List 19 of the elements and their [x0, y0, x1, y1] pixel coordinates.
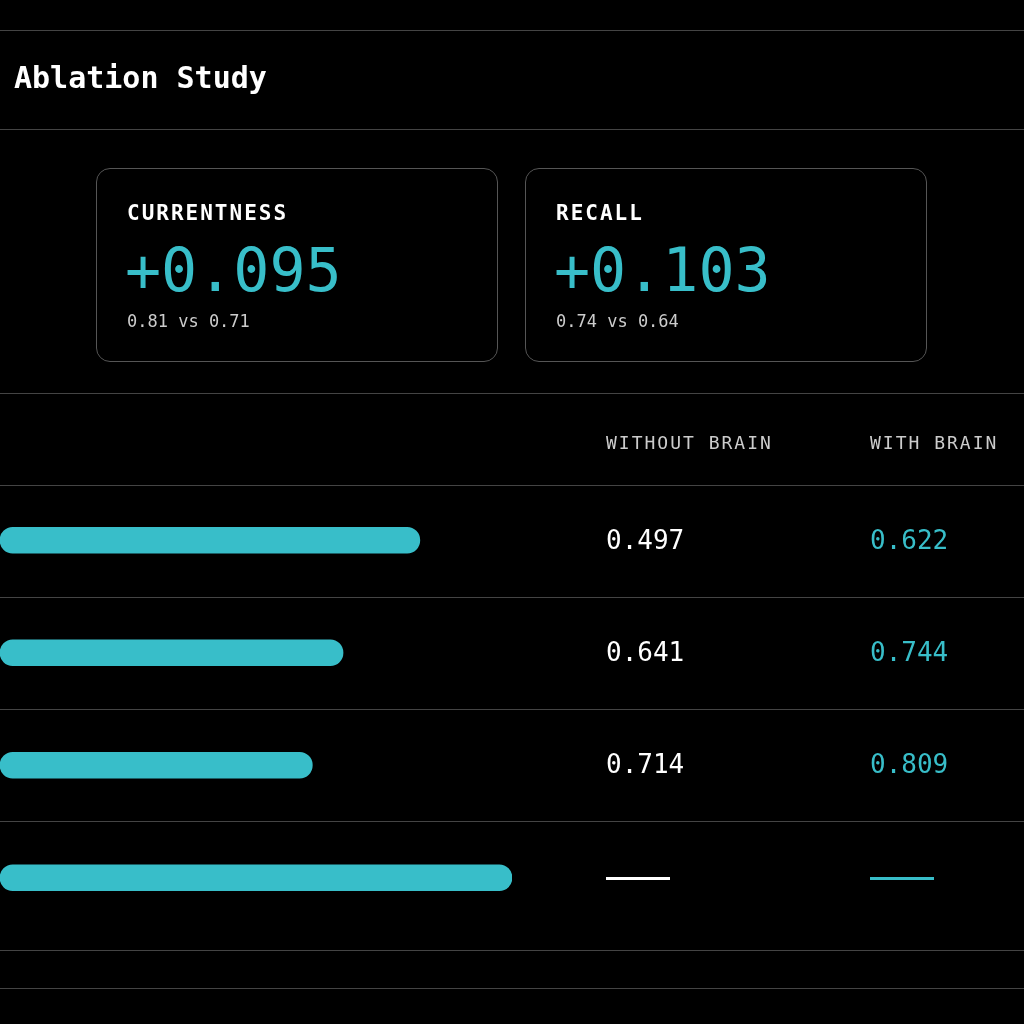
text: 0.809: [870, 749, 949, 779]
text: +0.095: [125, 235, 342, 305]
text: +0.103: [554, 235, 771, 305]
bar: [0, 639, 344, 667]
bar: [0, 526, 421, 554]
text: 0.714: [606, 749, 685, 779]
text: 0.81 vs 0.71: [127, 311, 250, 331]
text: WITHOUT BRAIN: [606, 432, 773, 453]
bar: [0, 751, 313, 779]
text: 0.497: [606, 525, 685, 555]
text: CURRENTNESS: [127, 201, 289, 225]
text: 0.641: [606, 637, 685, 667]
text: 0.74 vs 0.64: [556, 311, 679, 331]
text: WITH BRAIN: [870, 432, 999, 453]
bar: [0, 864, 512, 892]
text: RECALL: [556, 201, 644, 225]
chart-title: Ablation Study: [14, 60, 267, 95]
text: 0.744: [870, 637, 949, 667]
text: 0.622: [870, 525, 949, 555]
